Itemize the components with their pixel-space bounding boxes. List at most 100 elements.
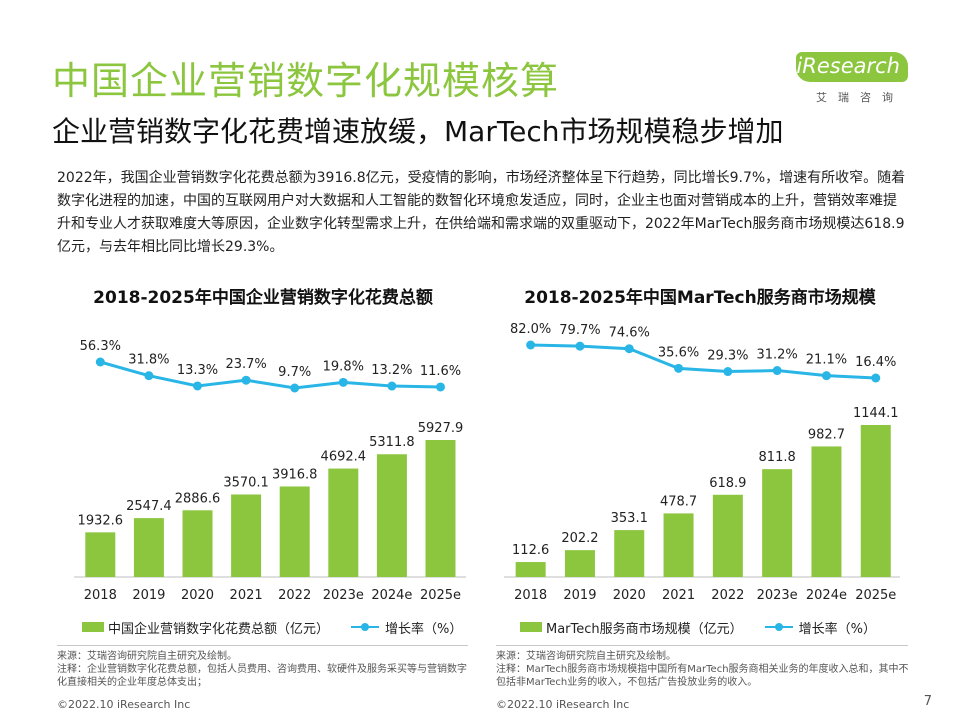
source-note-left: 来源：艾瑞咨询研究院自主研究及绘制。 注释：企业营销数字化花费总额，包括人员费用… bbox=[57, 651, 467, 688]
page-number: 7 bbox=[923, 694, 932, 709]
bar bbox=[564, 550, 595, 577]
growth-rate-point bbox=[624, 344, 634, 354]
x-tick-label: 2021 bbox=[230, 588, 263, 603]
rate-value-label: 31.8% bbox=[128, 353, 169, 368]
growth-rate-point bbox=[95, 357, 105, 367]
copyright-left: ©2022.10 iResearch Inc bbox=[57, 698, 191, 711]
bar-legend-swatch bbox=[520, 622, 542, 632]
bar bbox=[811, 446, 842, 577]
bar-value-label: 5311.8 bbox=[369, 435, 415, 450]
x-tick-label: 2021 bbox=[662, 588, 695, 603]
growth-rate-point bbox=[526, 340, 536, 350]
rate-value-label: 13.2% bbox=[371, 363, 412, 378]
rate-value-label: 82.0% bbox=[510, 322, 551, 337]
logo-badge bbox=[796, 52, 908, 82]
growth-rate-point bbox=[290, 383, 300, 393]
line-legend-swatch bbox=[351, 623, 380, 631]
chart2-bar-legend-label: MarTech服务商市场规模（亿元） bbox=[546, 621, 743, 637]
bar bbox=[133, 518, 164, 577]
bar-value-label: 3570.1 bbox=[223, 475, 269, 490]
bar-value-label: 2886.6 bbox=[175, 491, 221, 506]
bar-value-label: 202.2 bbox=[561, 531, 598, 546]
growth-rate-point bbox=[338, 377, 348, 387]
growth-rate-line bbox=[99, 360, 441, 390]
rate-value-label: 74.6% bbox=[609, 326, 650, 341]
rate-value-label: 29.3% bbox=[707, 349, 748, 364]
bar-value-label: 4692.4 bbox=[321, 450, 367, 465]
logo-brand: iResearch bbox=[796, 54, 900, 78]
growth-rate-point bbox=[674, 363, 684, 373]
bar bbox=[328, 468, 359, 577]
chart1-line-legend-label: 增长率（%） bbox=[385, 621, 463, 637]
divider bbox=[57, 645, 468, 646]
rate-value-label: 19.8% bbox=[323, 359, 364, 374]
x-tick-label: 2019 bbox=[132, 588, 165, 603]
x-tick-label: 2025e bbox=[855, 588, 896, 603]
x-tick-label: 2020 bbox=[181, 588, 214, 603]
rate-value-label: 31.2% bbox=[756, 348, 797, 363]
growth-rate-point bbox=[772, 366, 782, 376]
bar-value-label: 2547.4 bbox=[126, 499, 172, 514]
bar bbox=[762, 469, 793, 577]
chart1-title: 2018-2025年中国企业营销数字化花费总额 bbox=[93, 288, 433, 308]
bar bbox=[663, 513, 694, 577]
bar-value-label: 811.8 bbox=[759, 450, 796, 465]
line-legend-swatch bbox=[764, 623, 793, 631]
bar-value-label: 5927.9 bbox=[418, 421, 464, 436]
source-note-right: 来源：艾瑞咨询研究院自主研究及绘制。 注释：MarTech服务商市场规模指中国所… bbox=[496, 651, 909, 688]
rate-value-label: 16.4% bbox=[855, 355, 896, 370]
x-tick-label: 2022 bbox=[711, 588, 744, 603]
chart2-legend: MarTech服务商市场规模（亿元） 增长率（%） bbox=[520, 618, 876, 637]
bar-value-label: 1932.6 bbox=[78, 513, 124, 528]
x-tick-label: 2018 bbox=[514, 588, 547, 603]
growth-rate-line bbox=[530, 343, 876, 380]
rate-value-label: 13.3% bbox=[177, 363, 218, 378]
rate-value-label: 79.7% bbox=[559, 323, 600, 338]
growth-rate-point bbox=[871, 373, 881, 383]
bar bbox=[712, 494, 743, 577]
growth-rate-point bbox=[241, 375, 251, 385]
growth-rate-point bbox=[723, 367, 733, 377]
bar-value-label: 478.7 bbox=[660, 494, 697, 509]
growth-rate-point bbox=[575, 341, 585, 351]
divider bbox=[496, 645, 908, 646]
bar bbox=[182, 510, 213, 577]
bar-value-label: 618.9 bbox=[709, 476, 746, 491]
bar-value-label: 112.6 bbox=[512, 543, 549, 558]
copyright-right: ©2022.10 iResearch Inc bbox=[496, 698, 630, 711]
bar-legend-swatch bbox=[82, 622, 104, 632]
description-paragraph: 2022年，我国企业营销数字化花费总额为3916.8亿元，受疫情的影响，市场经济… bbox=[57, 170, 906, 255]
x-tick-label: 2023e bbox=[323, 588, 364, 603]
bar-value-label: 1144.1 bbox=[853, 406, 899, 421]
bar-value-label: 353.1 bbox=[611, 511, 648, 526]
logo-tagline: 艾瑞咨询 bbox=[816, 91, 904, 104]
bar bbox=[425, 440, 456, 577]
bar bbox=[85, 532, 116, 577]
x-tick-label: 2024e bbox=[806, 588, 847, 603]
rate-value-label: 11.6% bbox=[420, 364, 461, 379]
bar bbox=[231, 494, 262, 577]
growth-rate-point bbox=[144, 371, 154, 381]
growth-rate-point bbox=[436, 382, 445, 392]
rate-value-label: 9.7% bbox=[278, 365, 311, 380]
bar bbox=[614, 530, 645, 577]
page-subtitle: 企业营销数字化花费增速放缓，MarTech市场规模稳步增加 bbox=[52, 115, 784, 148]
chart2-title: 2018-2025年中国MarTech服务商市场规模 bbox=[524, 288, 876, 308]
chart1-bar-legend-label: 中国企业营销数字化花费总额（亿元） bbox=[108, 621, 330, 637]
x-tick-label: 2018 bbox=[84, 588, 117, 603]
rate-value-label: 56.3% bbox=[80, 339, 121, 354]
growth-rate-point bbox=[821, 371, 831, 381]
bar bbox=[376, 454, 407, 577]
rate-value-label: 21.1% bbox=[806, 353, 847, 368]
x-tick-label: 2020 bbox=[613, 588, 646, 603]
bar-value-label: 982.7 bbox=[808, 427, 845, 442]
bar-value-label: 3916.8 bbox=[272, 467, 318, 482]
x-tick-label: 2024e bbox=[371, 588, 412, 603]
x-tick-label: 2019 bbox=[563, 588, 596, 603]
growth-rate-point bbox=[193, 381, 202, 391]
x-tick-label: 2022 bbox=[278, 588, 311, 603]
bar bbox=[515, 562, 546, 577]
chart1-legend: 中国企业营销数字化花费总额（亿元） 增长率（%） bbox=[82, 618, 463, 637]
bar bbox=[860, 425, 891, 577]
